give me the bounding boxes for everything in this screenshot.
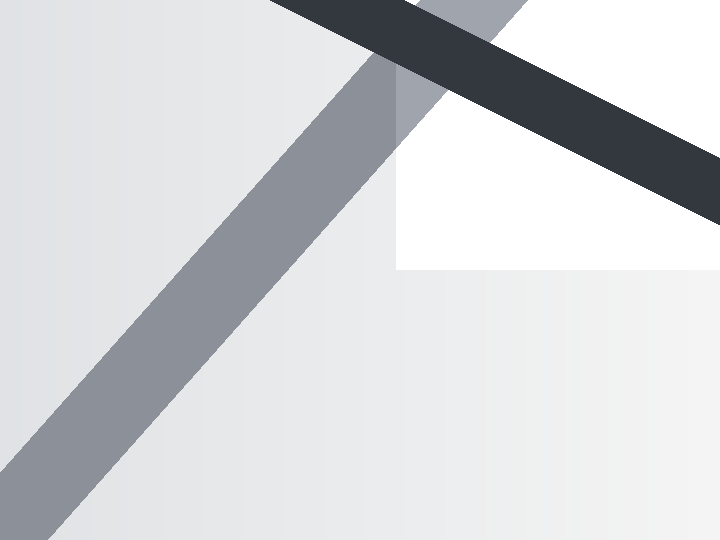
Text: 29: 29 bbox=[389, 309, 410, 328]
Bar bbox=[176, 225, 298, 259]
Bar bbox=[369, 395, 431, 446]
Bar bbox=[176, 344, 298, 395]
Bar bbox=[431, 259, 528, 293]
Text: 0.0100: 0.0100 bbox=[451, 360, 508, 378]
Bar bbox=[431, 395, 528, 446]
Bar bbox=[431, 293, 528, 344]
Text: 3.933333: 3.933333 bbox=[541, 360, 621, 378]
Bar bbox=[176, 293, 298, 344]
Text: P value: P value bbox=[449, 267, 510, 285]
Text: 2.0941: 2.0941 bbox=[305, 309, 362, 328]
Bar bbox=[176, 395, 298, 446]
Text: df: df bbox=[392, 267, 408, 285]
Bar bbox=[528, 395, 634, 446]
Text: 0.1256: 0.1256 bbox=[451, 411, 508, 429]
Text: Table 8: Statistics of T-test when test value is 2.: Table 8: Statistics of T-test when test … bbox=[179, 171, 545, 186]
Text: Comparison table of the three: Comparison table of the three bbox=[179, 87, 606, 112]
Bar bbox=[298, 259, 369, 293]
Bar bbox=[176, 259, 298, 293]
Text: Mean: Mean bbox=[559, 267, 604, 285]
Text: 29: 29 bbox=[389, 411, 410, 429]
Bar bbox=[298, 395, 369, 446]
Bar bbox=[298, 225, 634, 259]
Text: Test value＝2: Test value＝2 bbox=[405, 232, 527, 252]
Text: 3.733333: 3.733333 bbox=[541, 309, 621, 328]
Bar bbox=[369, 293, 431, 344]
Text: Promotion C: Promotion C bbox=[186, 411, 288, 429]
Text: 3.233333: 3.233333 bbox=[541, 411, 621, 429]
Bar bbox=[298, 344, 369, 395]
Text: 29: 29 bbox=[389, 360, 410, 378]
Bar bbox=[90, 65, 171, 481]
Text: promotions: promotions bbox=[179, 129, 341, 153]
Bar bbox=[431, 344, 528, 395]
Text: Promotion A: Promotion A bbox=[186, 309, 288, 328]
Bar bbox=[528, 293, 634, 344]
Bar bbox=[369, 344, 431, 395]
Text: 2.4631: 2.4631 bbox=[304, 360, 362, 378]
Bar bbox=[90, 449, 648, 481]
Text: 0.0268: 0.0268 bbox=[451, 309, 508, 328]
Bar bbox=[298, 293, 369, 344]
Bar bbox=[528, 259, 634, 293]
Bar bbox=[528, 344, 634, 395]
Text: T: T bbox=[328, 267, 338, 285]
Text: 1.5094: 1.5094 bbox=[305, 411, 362, 429]
Text: Promotion B: Promotion B bbox=[186, 360, 288, 378]
Bar bbox=[369, 259, 431, 293]
